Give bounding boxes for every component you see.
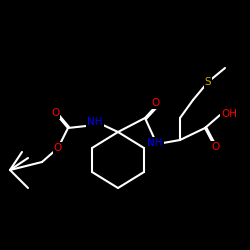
Text: S: S (205, 77, 211, 87)
Text: O: O (51, 108, 59, 118)
Text: O: O (211, 142, 219, 152)
Text: NH: NH (87, 117, 103, 127)
Text: OH: OH (221, 109, 237, 119)
Text: O: O (54, 143, 62, 153)
Text: O: O (152, 98, 160, 108)
Text: NH: NH (147, 138, 163, 148)
